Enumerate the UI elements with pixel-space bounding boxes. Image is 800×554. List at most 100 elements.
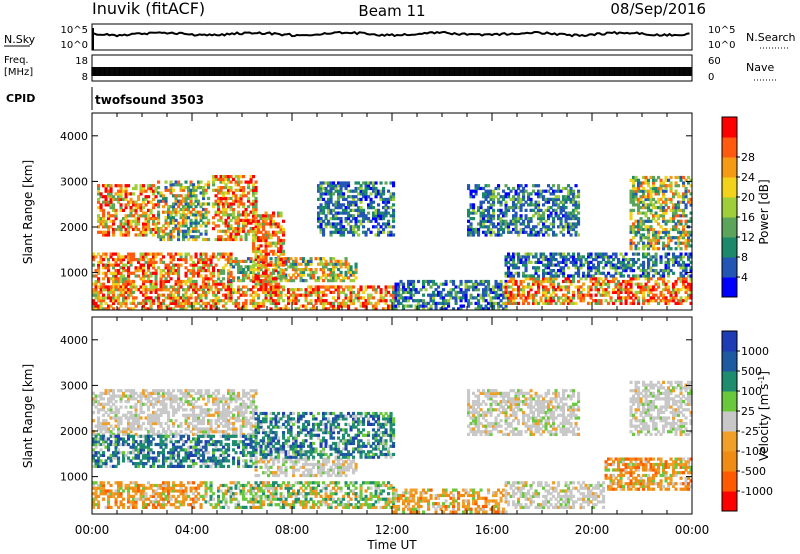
heatmap-cell — [524, 230, 528, 234]
heatmap-cell — [324, 225, 328, 229]
heatmap-cell — [392, 219, 396, 223]
heatmap-cell — [602, 282, 606, 286]
heatmap-cell — [567, 274, 571, 278]
heatmap-cell — [194, 213, 198, 217]
heatmap-cell — [342, 208, 346, 212]
heatmap-cell — [517, 258, 521, 262]
heatmap-cell — [347, 304, 351, 308]
heatmap-cell — [592, 282, 596, 286]
heatmap-cell — [564, 255, 568, 259]
heatmap-cell — [629, 282, 633, 286]
heatmap-cell — [262, 279, 266, 284]
heatmap-cell — [339, 203, 343, 207]
heatmap-cell — [287, 301, 291, 305]
heatmap-cell — [277, 288, 281, 292]
heatmap-cell — [237, 270, 241, 274]
heatmap-cell — [509, 258, 513, 262]
heatmap-cell — [257, 214, 261, 218]
heatmap-cell — [112, 197, 116, 201]
heatmap-cell — [174, 196, 178, 201]
heatmap-cell — [509, 277, 513, 281]
heatmap-cell — [112, 252, 116, 256]
heatmap-cell — [562, 285, 566, 289]
heatmap-cell — [207, 290, 211, 294]
heatmap-cell — [612, 290, 616, 294]
heatmap-cell — [164, 202, 168, 206]
heatmap-cell — [217, 290, 221, 294]
heatmap-cell — [534, 299, 538, 303]
heatmap-cell — [259, 304, 263, 308]
heatmap-cell — [152, 222, 156, 226]
heatmap-cell — [557, 282, 561, 286]
heatmap-cell — [99, 282, 103, 286]
heatmap-cell — [207, 285, 211, 289]
heatmap-cell — [119, 301, 123, 305]
freq-band — [91, 67, 692, 76]
heatmap-cell — [207, 301, 211, 305]
heatmap-cell — [309, 301, 313, 305]
heatmap-cell — [152, 255, 156, 259]
heatmap-cell — [122, 258, 126, 262]
heatmap-cell — [124, 263, 128, 267]
heatmap-cell — [102, 266, 106, 270]
heatmap-cell — [142, 252, 146, 256]
heatmap-cell — [249, 265, 253, 269]
heatmap-cell — [654, 260, 658, 264]
heatmap-cell — [142, 189, 146, 193]
heatmap-cell — [617, 279, 621, 284]
heatmap-cell — [314, 257, 318, 261]
heatmap-cell — [319, 259, 323, 263]
heatmap-cell — [292, 296, 296, 300]
heatmap-cell — [109, 299, 113, 303]
heatmap-cell — [319, 186, 323, 191]
heatmap-cell — [539, 279, 543, 284]
heatmap-cell — [174, 296, 178, 300]
heatmap-cell — [179, 279, 183, 284]
heatmap-cell — [439, 293, 443, 297]
heatmap-cell — [269, 279, 273, 284]
heatmap-cell — [642, 266, 646, 270]
heatmap-cell — [534, 230, 538, 234]
heatmap-cell — [402, 299, 406, 303]
heatmap-cell — [649, 241, 653, 245]
heatmap-cell — [467, 279, 471, 284]
heatmap-cell — [499, 285, 503, 289]
heatmap-cell — [559, 217, 563, 221]
heatmap-cell — [329, 276, 333, 280]
heatmap-cell — [179, 216, 183, 220]
heatmap-cell — [432, 282, 436, 286]
heatmap-cell — [519, 222, 523, 226]
heatmap-cell — [544, 255, 548, 259]
heatmap-cell — [192, 274, 196, 278]
heatmap-cell — [242, 307, 246, 311]
heatmap-cell — [549, 293, 553, 297]
heatmap-cell — [524, 263, 528, 267]
heatmap-cell — [644, 175, 648, 180]
heatmap-cell — [562, 258, 566, 262]
heatmap-cell — [274, 269, 278, 273]
heatmap-cell — [349, 290, 353, 294]
heatmap-cell — [552, 189, 556, 193]
heatmap-cell — [612, 274, 616, 278]
heatmap-cell — [212, 175, 216, 179]
heatmap-cell — [142, 288, 146, 292]
heatmap-cell — [254, 219, 258, 223]
heatmap-cell — [392, 208, 396, 212]
heatmap-cell — [397, 290, 401, 294]
heatmap-cell — [119, 288, 123, 292]
heatmap-cell — [309, 290, 313, 294]
heatmap-cell — [117, 184, 121, 188]
heatmap-cell — [192, 207, 196, 212]
heatmap-cell — [317, 257, 321, 261]
heatmap-cell — [514, 197, 518, 201]
heatmap-cell — [232, 237, 236, 242]
heatmap-cell — [399, 296, 403, 300]
heatmap-cell — [402, 296, 406, 300]
heatmap-cell — [107, 203, 111, 207]
heatmap-cell — [149, 208, 153, 212]
heatmap-cell — [274, 290, 278, 294]
heatmap-cell — [597, 266, 601, 270]
heatmap-cell — [189, 224, 193, 228]
heatmap-cell — [112, 307, 116, 311]
heatmap-cell — [654, 282, 658, 286]
